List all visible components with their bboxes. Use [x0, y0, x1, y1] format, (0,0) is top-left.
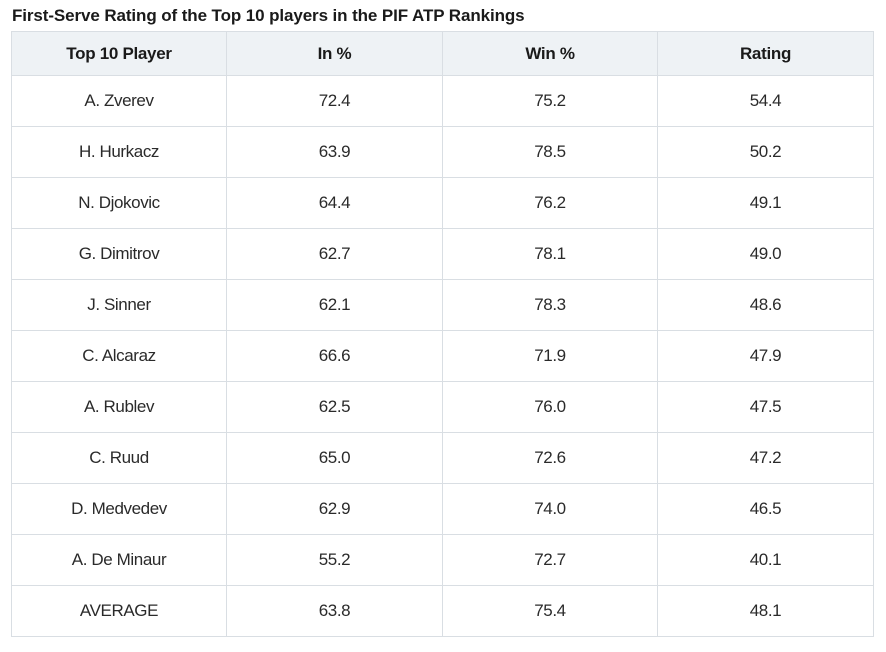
rating-cell: 48.1 [657, 585, 874, 637]
table-body: A. Zverev 72.4 75.2 54.4 H. Hurkacz 63.9 78.5 5… [11, 75, 874, 637]
win-pct-cell: 72.6 [442, 432, 658, 484]
table-row: A. Rublev 62.5 76.0 47.5 [11, 381, 874, 433]
rating-cell: 49.0 [657, 228, 874, 280]
player-cell: J. Sinner [11, 279, 227, 331]
in-pct-cell: 62.1 [226, 279, 443, 331]
in-pct-cell: 64.4 [226, 177, 443, 229]
column-header-in-pct: In % [226, 31, 443, 76]
win-pct-cell: 78.1 [442, 228, 658, 280]
table-row: G. Dimitrov 62.7 78.1 49.0 [11, 228, 874, 280]
ratings-table-container: Top 10 Player In % Win % Rating A. Zvere… [11, 31, 874, 637]
rating-cell: 46.5 [657, 483, 874, 535]
table-row: J. Sinner 62.1 78.3 48.6 [11, 279, 874, 331]
ratings-table: Top 10 Player In % Win % Rating A. Zvere… [11, 31, 874, 637]
win-pct-cell: 74.0 [442, 483, 658, 535]
win-pct-cell: 76.2 [442, 177, 658, 229]
table-row: D. Medvedev 62.9 74.0 46.5 [11, 483, 874, 535]
win-pct-cell: 72.7 [442, 534, 658, 586]
in-pct-cell: 63.9 [226, 126, 443, 178]
in-pct-cell: 65.0 [226, 432, 443, 484]
win-pct-cell: 71.9 [442, 330, 658, 382]
rating-cell: 47.9 [657, 330, 874, 382]
in-pct-cell: 72.4 [226, 75, 443, 127]
table-row: AVERAGE 63.8 75.4 48.1 [11, 585, 874, 637]
in-pct-cell: 55.2 [226, 534, 443, 586]
table-title: First-Serve Rating of the Top 10 players… [12, 6, 525, 25]
player-cell: N. Djokovic [11, 177, 227, 229]
rating-cell: 47.2 [657, 432, 874, 484]
win-pct-cell: 75.4 [442, 585, 658, 637]
column-header-player: Top 10 Player [11, 31, 227, 76]
win-pct-cell: 78.5 [442, 126, 658, 178]
table-row: N. Djokovic 64.4 76.2 49.1 [11, 177, 874, 229]
player-cell: A. Zverev [11, 75, 227, 127]
column-header-win-pct: Win % [442, 31, 658, 76]
rating-cell: 50.2 [657, 126, 874, 178]
win-pct-cell: 78.3 [442, 279, 658, 331]
table-row: C. Ruud 65.0 72.6 47.2 [11, 432, 874, 484]
table-row: A. De Minaur 55.2 72.7 40.1 [11, 534, 874, 586]
player-cell: C. Alcaraz [11, 330, 227, 382]
win-pct-cell: 76.0 [442, 381, 658, 433]
in-pct-cell: 62.5 [226, 381, 443, 433]
win-pct-cell: 75.2 [442, 75, 658, 127]
in-pct-cell: 66.6 [226, 330, 443, 382]
player-cell: A. De Minaur [11, 534, 227, 586]
table-row: A. Zverev 72.4 75.2 54.4 [11, 75, 874, 127]
player-cell: G. Dimitrov [11, 228, 227, 280]
player-cell: C. Ruud [11, 432, 227, 484]
header-row: Top 10 Player In % Win % Rating [11, 31, 874, 76]
player-cell: AVERAGE [11, 585, 227, 637]
in-pct-cell: 62.7 [226, 228, 443, 280]
rating-cell: 49.1 [657, 177, 874, 229]
player-cell: D. Medvedev [11, 483, 227, 535]
in-pct-cell: 62.9 [226, 483, 443, 535]
player-cell: A. Rublev [11, 381, 227, 433]
in-pct-cell: 63.8 [226, 585, 443, 637]
table-row: C. Alcaraz 66.6 71.9 47.9 [11, 330, 874, 382]
column-header-rating: Rating [657, 31, 874, 76]
rating-cell: 48.6 [657, 279, 874, 331]
rating-cell: 40.1 [657, 534, 874, 586]
rating-cell: 47.5 [657, 381, 874, 433]
rating-cell: 54.4 [657, 75, 874, 127]
table-row: H. Hurkacz 63.9 78.5 50.2 [11, 126, 874, 178]
player-cell: H. Hurkacz [11, 126, 227, 178]
